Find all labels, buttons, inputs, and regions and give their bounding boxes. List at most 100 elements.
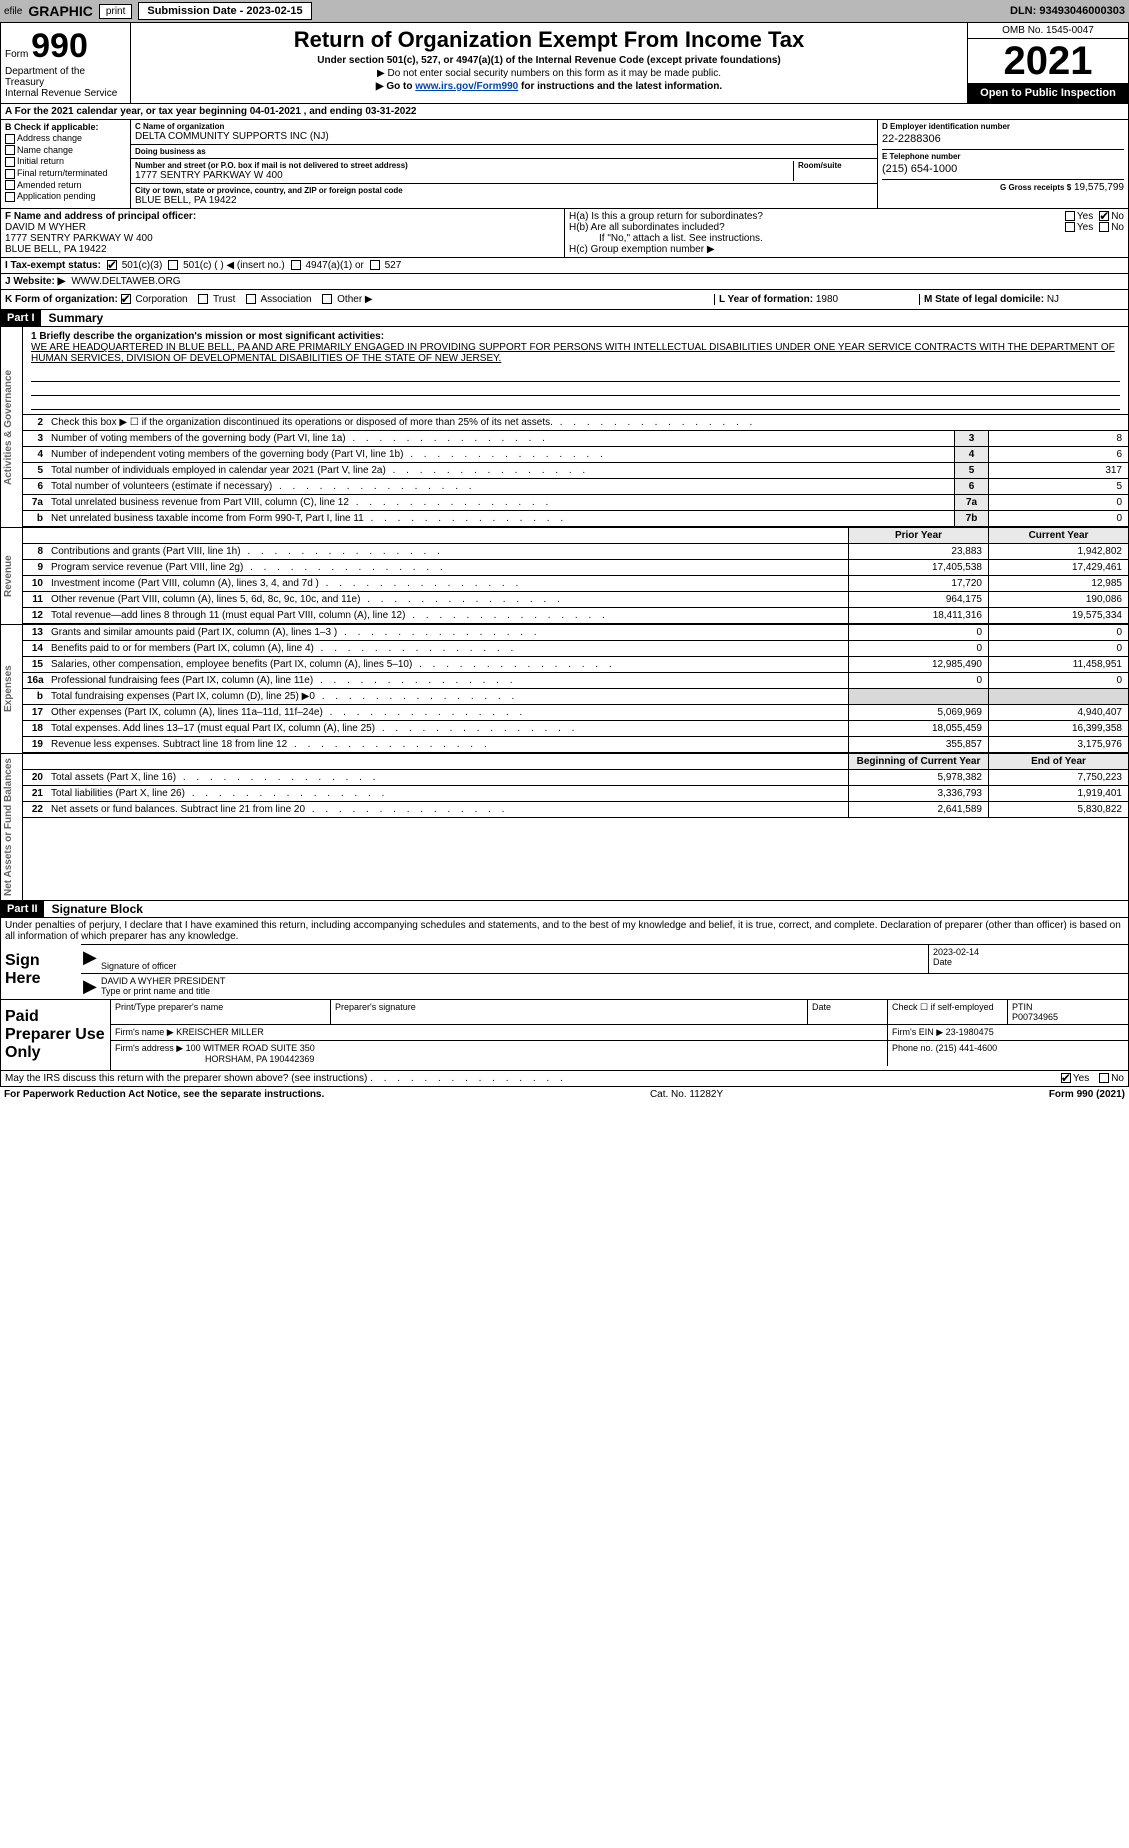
prep-label: Paid Preparer Use Only (1, 1000, 111, 1070)
k-form-org: K Form of organization: Corporation Trus… (5, 294, 714, 305)
i-501c3[interactable]: 501(c)(3) (107, 260, 162, 271)
opt-address-change[interactable]: Address change (5, 133, 126, 144)
gov-line: 4 Number of independent voting members o… (23, 447, 1128, 463)
line-number: 2 (23, 415, 47, 430)
hb-note: If "No," attach a list. See instructions… (569, 233, 1124, 244)
discuss-yes[interactable]: Yes (1061, 1073, 1089, 1084)
open-to-public: Open to Public Inspection (968, 83, 1128, 103)
k-assoc[interactable]: Association (246, 294, 311, 305)
hc-label: H(c) Group exemption number ▶ (569, 244, 1124, 255)
data-line: 11 Other revenue (Part VIII, column (A),… (23, 592, 1128, 608)
footer-mid: Cat. No. 11282Y (324, 1089, 1049, 1100)
arrow-icon: ▶ (81, 945, 97, 973)
line-text: Total liabilities (Part X, line 26) (47, 786, 848, 801)
section-exp: Expenses 13 Grants and similar amounts p… (0, 624, 1129, 753)
f-label: F Name and address of principal officer: (5, 211, 560, 222)
i-label: I Tax-exempt status: (5, 260, 101, 271)
current-val: 190,086 (988, 592, 1128, 607)
sig-preamble-text: Under penalties of perjury, I declare th… (5, 920, 1121, 942)
c-street-val: 1777 SENTRY PARKWAY W 400 (135, 170, 793, 181)
c-dba-row: Doing business as (131, 145, 877, 159)
block-fh: F Name and address of principal officer:… (0, 209, 1129, 258)
data-line: 17 Other expenses (Part IX, column (A), … (23, 705, 1128, 721)
opt-application-pending[interactable]: Application pending (5, 191, 126, 202)
hb-yes[interactable]: Yes (1065, 222, 1093, 233)
k-trust[interactable]: Trust (198, 294, 235, 305)
hb-no[interactable]: No (1099, 222, 1124, 233)
line-text: Total revenue—add lines 8 through 11 (mu… (47, 608, 848, 623)
prior-val: 23,883 (848, 544, 988, 559)
irs-gov-link[interactable]: www.irs.gov/Form990 (415, 81, 518, 92)
sig-of-label: Signature of officer (101, 961, 924, 971)
i-4947[interactable]: 4947(a)(1) or (291, 260, 364, 271)
current-val: 12,985 (988, 576, 1128, 591)
vtab-rev: Revenue (1, 528, 23, 624)
link-post: for instructions and the latest informat… (521, 81, 722, 92)
section-gov: Activities & Governance 1 Briefly descri… (0, 327, 1129, 527)
sig-name-cell: DAVID A WYHER PRESIDENT Type or print na… (97, 974, 1128, 999)
current-val: 1,942,802 (988, 544, 1128, 559)
line-text: Professional fundraising fees (Part IX, … (47, 673, 848, 688)
ha-yes[interactable]: Yes (1065, 211, 1093, 222)
c-city-label: City or town, state or province, country… (135, 186, 873, 195)
m-cell: M State of legal domicile: NJ (919, 294, 1124, 305)
e-phone-val: (215) 654-1000 (882, 163, 1124, 175)
current-val: 0 (988, 673, 1128, 688)
opt-name-change[interactable]: Name change (5, 145, 126, 156)
prior-val: 17,405,538 (848, 560, 988, 575)
prior-val: 12,985,490 (848, 657, 988, 672)
line-box: 3 (954, 431, 988, 446)
prior-val: 5,978,382 (848, 770, 988, 785)
firm-name: Firm's name ▶ KREISCHER MILLER (111, 1025, 888, 1040)
col-b-checkboxes: B Check if applicable: Address change Na… (1, 120, 131, 208)
prep-selfemp[interactable]: Check ☐ if self-employed (888, 1000, 1008, 1024)
f-city: BLUE BELL, PA 19422 (5, 244, 560, 255)
current-val: 17,429,461 (988, 560, 1128, 575)
mission-block: 1 Briefly describe the organization's mi… (23, 327, 1128, 415)
vtab-net: Net Assets or Fund Balances (1, 754, 23, 900)
sig-officer-cell[interactable]: Signature of officer (97, 945, 928, 973)
data-line: 20 Total assets (Part X, line 16) 5,978,… (23, 770, 1128, 786)
line-number: b (23, 511, 47, 526)
header-link: ▶ Go to www.irs.gov/Form990 for instruct… (139, 81, 959, 92)
line-text: Program service revenue (Part VIII, line… (47, 560, 848, 575)
gov-line: 7a Total unrelated business revenue from… (23, 495, 1128, 511)
arrow-icon: ▶ (81, 974, 97, 999)
gov-line: 2 Check this box ▶ ☐ if the organization… (23, 415, 1128, 431)
current-val: 0 (988, 625, 1128, 640)
prep-row3: Firm's address ▶ 100 WITMER ROAD SUITE 3… (111, 1041, 1128, 1066)
ha-no[interactable]: No (1099, 211, 1124, 222)
print-button[interactable]: print (99, 4, 132, 19)
prior-val: 355,857 (848, 737, 988, 752)
line-text: Other expenses (Part IX, column (A), lin… (47, 705, 848, 720)
vtab-gov: Activities & Governance (1, 327, 23, 527)
g-gross-label: G Gross receipts $ (1000, 183, 1071, 192)
prior-val: 5,069,969 (848, 705, 988, 720)
i-527[interactable]: 527 (370, 260, 401, 271)
graphic-label: GRAPHIC (28, 3, 93, 19)
opt-final-return[interactable]: Final return/terminated (5, 168, 126, 179)
header-title: Return of Organization Exempt From Incom… (139, 27, 959, 53)
line-text: Salaries, other compensation, employee b… (47, 657, 848, 672)
opt-initial-return[interactable]: Initial return (5, 156, 126, 167)
k-other[interactable]: Other ▶ (322, 294, 372, 305)
block-bcd: B Check if applicable: Address change Na… (0, 120, 1129, 209)
line-text: Total unrelated business revenue from Pa… (47, 495, 954, 510)
data-line: 22 Net assets or fund balances. Subtract… (23, 802, 1128, 818)
section-net: Net Assets or Fund Balances Beginning of… (0, 753, 1129, 901)
line-number: 17 (23, 705, 47, 720)
net-header-row: Beginning of Current Year End of Year (23, 754, 1128, 770)
l-cell: L Year of formation: 1980 (714, 294, 919, 305)
opt-amended-return[interactable]: Amended return (5, 180, 126, 191)
e-phone-label: E Telephone number (882, 152, 1124, 161)
line-number: 10 (23, 576, 47, 591)
col-c: C Name of organization DELTA COMMUNITY S… (131, 120, 878, 208)
j-website: J Website: ▶ WWW.DELTAWEB.ORG (0, 274, 1129, 290)
discuss-no[interactable]: No (1099, 1073, 1124, 1084)
data-line: 16a Professional fundraising fees (Part … (23, 673, 1128, 689)
current-val: 1,919,401 (988, 786, 1128, 801)
k-corp[interactable]: Corporation (121, 294, 188, 305)
line-number: 4 (23, 447, 47, 462)
line-number: b (23, 689, 47, 704)
i-501c[interactable]: 501(c) ( ) ◀ (insert no.) (168, 260, 284, 271)
